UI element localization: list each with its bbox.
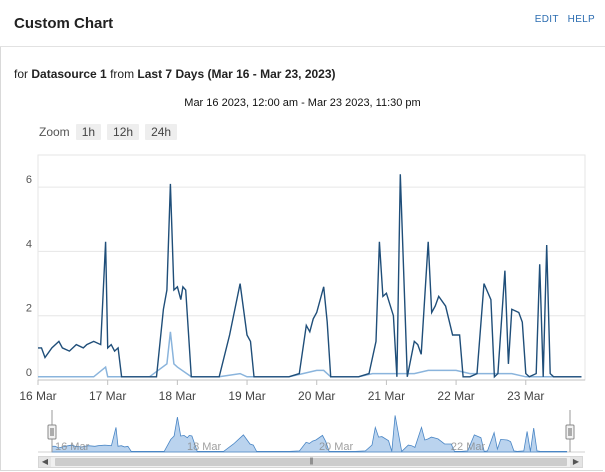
x-axis: 16 Mar 17 Mar 18 Mar 19 Mar 20 Mar 21 Mar 22 M…	[19, 379, 585, 403]
x-tick-label: 16 Mar	[19, 389, 56, 403]
x-tick-label: 23 Mar	[507, 389, 544, 403]
zoom-12h-button[interactable]: 12h	[107, 124, 140, 140]
zoom-1h-button[interactable]: 1h	[75, 124, 102, 140]
y-tick-label: 2	[26, 303, 32, 315]
panel-header: Custom Chart EDIT HELP	[0, 0, 605, 47]
zoom-24h-button[interactable]: 24h	[145, 124, 178, 140]
y-tick-label: 4	[26, 238, 32, 250]
navigator-area	[51, 415, 568, 453]
plot-background	[37, 154, 586, 381]
navigator-tick-label: 16 Mar	[55, 441, 90, 453]
grip-icon: |||	[309, 458, 314, 465]
edit-link[interactable]: EDIT	[534, 14, 559, 25]
zoom-label: Zoom	[39, 125, 70, 139]
scroll-left-arrow-icon[interactable]: ◀	[39, 457, 51, 467]
subtitle-prefix: for	[14, 67, 29, 81]
y-tick-label: 0	[26, 367, 32, 379]
header-links: EDIT HELP	[529, 14, 595, 25]
line-chart: 0 2 4 6 16 Mar 17 Mar 18 Mar 19 Mar 20 Mar 21 Ma…	[19, 154, 586, 453]
navigator-right-handle-icon	[565, 424, 575, 440]
x-tick-label: 17 Mar	[89, 389, 126, 403]
subtitle-middle: from	[110, 67, 135, 81]
navigator-tick-label: 22 Mar	[451, 441, 486, 453]
navigator-tick-label: 20 Mar	[319, 441, 354, 453]
y-tick-label: 6	[26, 174, 32, 186]
navigator-tick-label: 18 Mar	[187, 441, 222, 453]
zoom-controls: Zoom 1h 12h 24h	[39, 124, 183, 140]
x-tick-label: 22 Mar	[437, 389, 474, 403]
x-tick-label: 18 Mar	[159, 389, 196, 403]
x-tick-label: 20 Mar	[298, 389, 335, 403]
help-link[interactable]: HELP	[567, 14, 595, 25]
y-axis: 0 2 4 6	[26, 174, 32, 379]
scroll-right-arrow-icon[interactable]: ▶	[570, 457, 582, 467]
plot-area	[38, 174, 582, 379]
period-label: Last 7 Days (Mar 16 - Mar 23, 2023)	[137, 67, 336, 81]
date-range-label: Mar 16 2023, 12:00 am - Mar 23 2023, 11:…	[184, 97, 421, 109]
navigator-left-handle-icon	[47, 424, 57, 440]
chart-scrollbar[interactable]: ◀ ||| ▶	[38, 456, 583, 468]
x-tick-label: 19 Mar	[228, 389, 265, 403]
x-tick-label: 21 Mar	[368, 389, 405, 403]
chart-grid	[37, 154, 586, 381]
panel-title: Custom Chart	[14, 15, 114, 32]
scrollbar-thumb[interactable]: |||	[55, 458, 567, 466]
chart-subtitle: for Datasource 1 from Last 7 Days (Mar 1…	[14, 67, 336, 81]
navigator: 16 Mar 18 Mar 20 Mar 22 Mar	[38, 410, 585, 453]
series-dark-line	[38, 174, 582, 379]
datasource-name: Datasource 1	[31, 67, 107, 81]
